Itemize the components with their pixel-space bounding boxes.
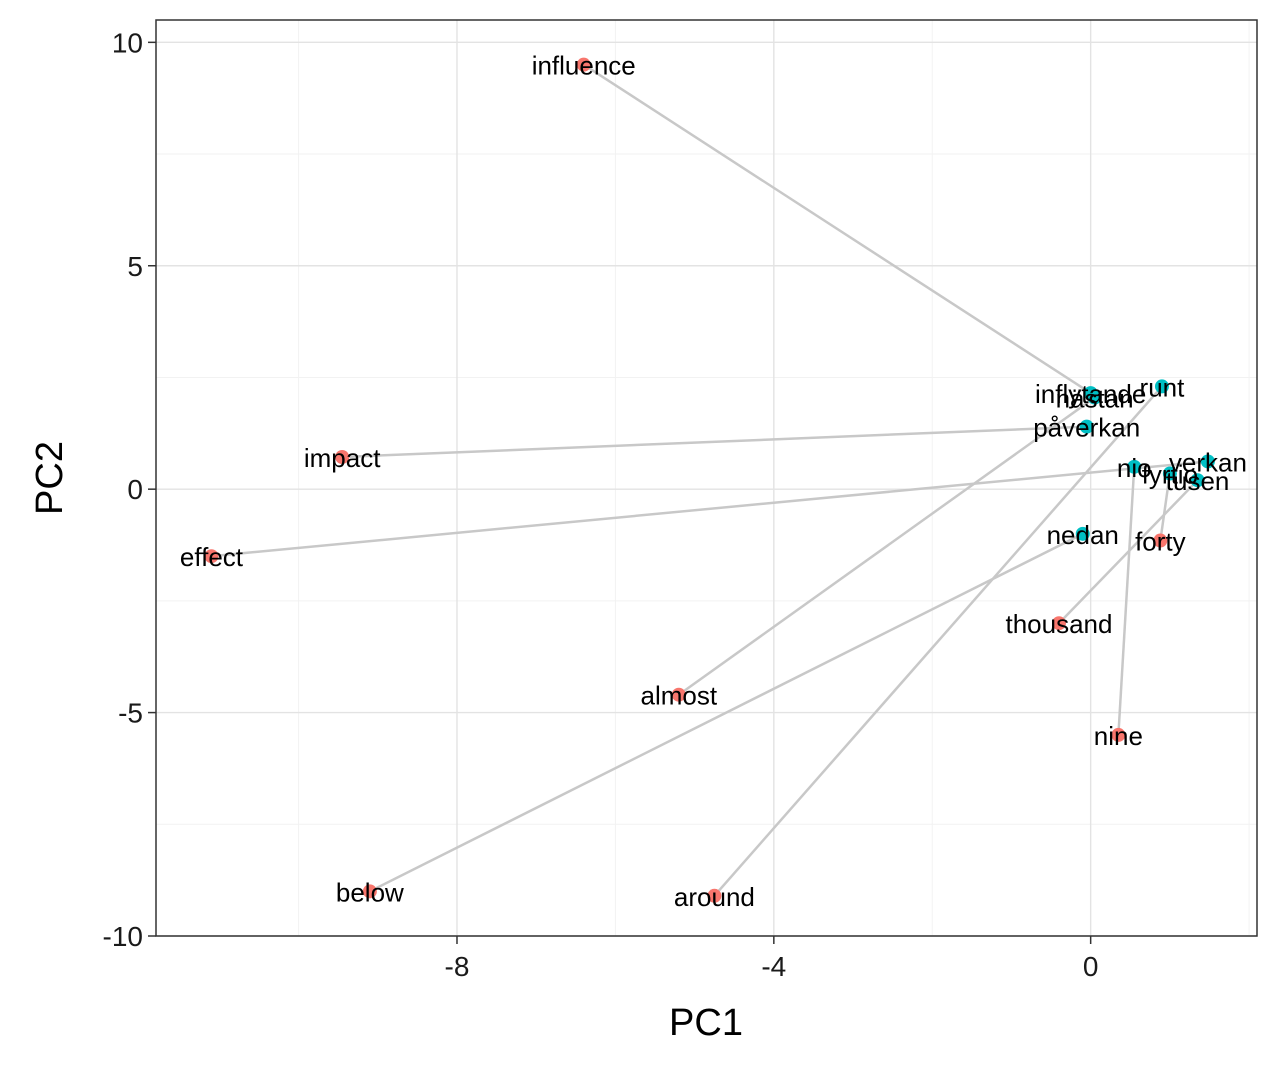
data-point: [362, 884, 377, 899]
link-line: [583, 63, 1092, 395]
link-line: [369, 532, 1084, 893]
point-label: almost: [640, 681, 717, 711]
data-point: [1162, 466, 1177, 481]
point-labels: influence impact effect almost below around th…: [180, 51, 1247, 912]
link-line: [713, 385, 1163, 897]
point-label: around: [674, 882, 755, 912]
axes: -8 -4 0 -10 -5 0 5 10: [103, 27, 1099, 982]
point-label: nio: [1117, 453, 1152, 483]
point-label: forty: [1135, 527, 1186, 557]
y-tick-label: 0: [127, 474, 143, 505]
data-point: [707, 888, 722, 903]
data-point: [204, 549, 219, 564]
x-axis-title: PC1: [669, 1002, 743, 1044]
data-point: [1079, 419, 1094, 434]
points: [204, 57, 1215, 903]
point-label: impact: [304, 443, 381, 473]
data-point: [1200, 454, 1215, 469]
point-label: influence: [532, 51, 636, 81]
data-point: [1111, 727, 1126, 742]
y-tick-label: 5: [127, 251, 143, 282]
panel-border: [155, 19, 1258, 937]
data-point: [1051, 616, 1066, 631]
point-label: nedan: [1047, 520, 1119, 550]
point-label: inflytande: [1035, 379, 1146, 409]
panel-background: [156, 20, 1257, 936]
point-label: tusen: [1166, 466, 1230, 496]
point-label: verkan: [1169, 447, 1247, 477]
y-tick-label: -10: [103, 921, 143, 952]
data-point: [576, 57, 591, 72]
y-tick-label: 10: [112, 27, 143, 58]
link-line: [342, 425, 1087, 459]
data-point: [1153, 533, 1168, 548]
point-label: thousand: [1005, 609, 1112, 639]
point-label: below: [336, 877, 404, 907]
link-line: [211, 460, 1209, 558]
link-line: [678, 396, 1096, 696]
data-point: [1190, 473, 1205, 488]
data-point: [335, 449, 350, 464]
x-tick-label: -8: [445, 951, 470, 982]
point-label: nine: [1094, 721, 1143, 751]
point-label: nästan: [1056, 384, 1134, 414]
data-point: [1154, 379, 1169, 394]
data-point: [1127, 459, 1142, 474]
y-tick-label: -5: [118, 698, 143, 729]
x-tick-label: -4: [761, 951, 786, 982]
y-axis-title: PC2: [29, 441, 71, 515]
point-label: påverkan: [1033, 413, 1140, 443]
point-label: effect: [180, 542, 244, 572]
point-label: runt: [1140, 372, 1186, 402]
link-lines: [211, 63, 1209, 897]
x-tick-label: 0: [1083, 951, 1099, 982]
point-label: fyrtio: [1142, 460, 1198, 490]
data-point: [1075, 526, 1090, 541]
data-point: [1087, 390, 1102, 405]
link-line: [1117, 466, 1136, 736]
link-line: [1159, 473, 1172, 541]
data-point: [671, 687, 686, 702]
